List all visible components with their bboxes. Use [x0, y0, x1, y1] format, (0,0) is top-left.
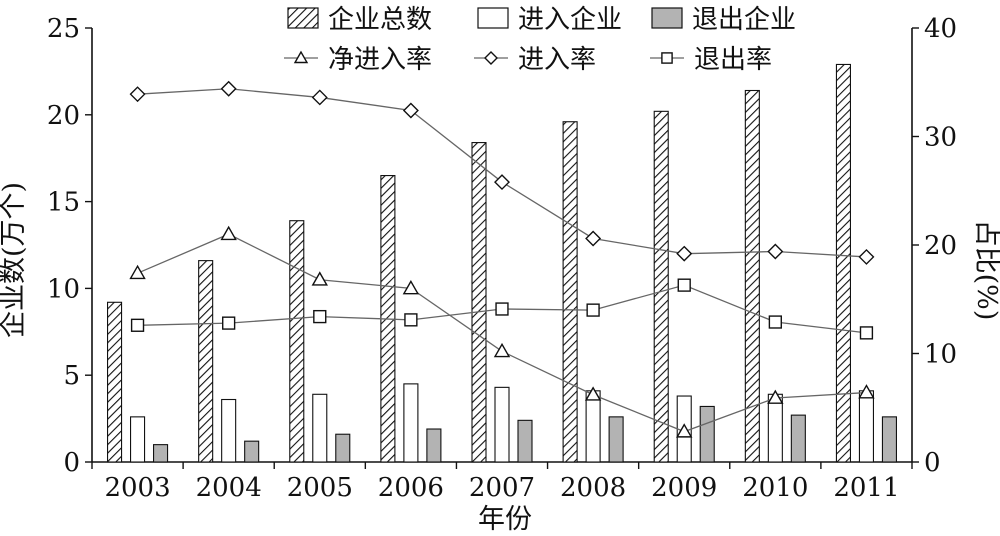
legend-label: 退出企业 — [692, 5, 796, 35]
x-tick-label: 2006 — [378, 473, 444, 503]
bar-white — [585, 390, 601, 463]
legend-marker-square — [661, 52, 673, 64]
point-diamond — [676, 245, 693, 262]
bar-white — [494, 386, 510, 463]
point-square — [404, 313, 418, 327]
point-square — [586, 303, 600, 317]
legend-marker-diamond — [484, 51, 498, 65]
left-axis-title: 企业数(万个) — [0, 182, 29, 338]
left-tick-label: 20 — [47, 101, 80, 131]
left-tick-label: 10 — [47, 274, 80, 304]
bar-white — [767, 393, 783, 463]
legend-swatch-white — [477, 7, 509, 29]
point-triangle — [767, 389, 784, 404]
bar-gray — [699, 405, 715, 463]
point-square — [495, 302, 509, 316]
point-diamond — [494, 174, 510, 191]
x-tick-label: 2007 — [469, 473, 535, 503]
legend-label: 进入率 — [518, 45, 596, 75]
bar-gray — [335, 433, 351, 463]
point-triangle — [311, 271, 328, 286]
bar-white — [130, 416, 146, 463]
point-diamond — [858, 248, 875, 265]
x-tick-label: 2010 — [742, 473, 808, 503]
point-diamond — [129, 86, 146, 103]
bar-gray — [790, 414, 806, 463]
bar-hatched — [653, 110, 669, 463]
right-tick-label: 20 — [924, 231, 957, 261]
point-triangle — [129, 264, 146, 280]
x-tick-label: 2008 — [560, 473, 626, 503]
bar-hatched — [289, 220, 305, 463]
bar-gray — [153, 444, 169, 463]
bar-white — [403, 383, 419, 463]
x-axis-title: 年份 — [478, 504, 532, 535]
point-triangle — [676, 423, 693, 438]
legend-label: 进入企业 — [518, 5, 622, 35]
bar-white — [312, 393, 328, 463]
bar-gray — [608, 416, 624, 463]
right-tick-label: 10 — [924, 340, 957, 370]
bar-gray — [517, 419, 533, 463]
x-tick-label: 2003 — [104, 473, 170, 503]
legend-swatch-hatched — [287, 7, 319, 29]
point-diamond — [402, 102, 419, 119]
point-square — [768, 315, 782, 329]
x-tick-label: 2005 — [287, 473, 353, 503]
point-diamond — [220, 80, 237, 97]
x-tick-label: 2004 — [196, 473, 262, 503]
bar-gray — [881, 416, 897, 463]
bar-hatched — [107, 301, 123, 463]
bar-white — [858, 390, 874, 463]
left-tick-label: 15 — [47, 188, 80, 218]
point-square — [859, 326, 874, 340]
legend-swatch-gray — [651, 7, 683, 29]
point-triangle — [402, 279, 420, 295]
point-triangle — [493, 342, 511, 358]
left-tick-label: 25 — [47, 14, 80, 44]
bar-hatched — [744, 89, 760, 463]
bar-gray — [426, 428, 442, 463]
plot-area: 0 5 10 15 20 25 0 10 20 30 40 2003 2004 2005 2006 2007 2… — [47, 14, 957, 503]
left-tick-label: 0 — [63, 448, 80, 478]
point-triangle — [584, 386, 602, 401]
right-axis-title: 占比(%) — [971, 220, 1000, 321]
x-tick-label: 2011 — [833, 473, 899, 503]
legend-label: 企业总数 — [328, 5, 432, 35]
bar-white — [221, 398, 237, 463]
bar-gray — [244, 440, 260, 463]
point-diamond — [585, 230, 602, 247]
bar-hatched — [835, 63, 851, 463]
right-tick-label: 0 — [924, 448, 941, 478]
point-square — [313, 309, 327, 324]
point-square — [222, 316, 236, 330]
point-square — [130, 318, 145, 332]
point-square — [677, 278, 691, 292]
right-tick-label: 30 — [924, 123, 957, 153]
left-tick-label: 5 — [63, 361, 80, 391]
bar-hatched — [471, 142, 487, 463]
legend-marker-triangle — [293, 50, 309, 64]
x-tick-label: 2009 — [651, 473, 717, 503]
point-triangle — [858, 384, 875, 399]
legend-label: 净进入率 — [328, 45, 432, 75]
legend-label: 退出率 — [694, 45, 772, 75]
point-triangle — [220, 225, 237, 241]
right-tick-label: 40 — [924, 14, 957, 44]
point-diamond — [767, 243, 784, 260]
bar-hatched — [198, 260, 214, 463]
point-diamond — [311, 89, 328, 106]
bar-hatched — [562, 121, 578, 463]
